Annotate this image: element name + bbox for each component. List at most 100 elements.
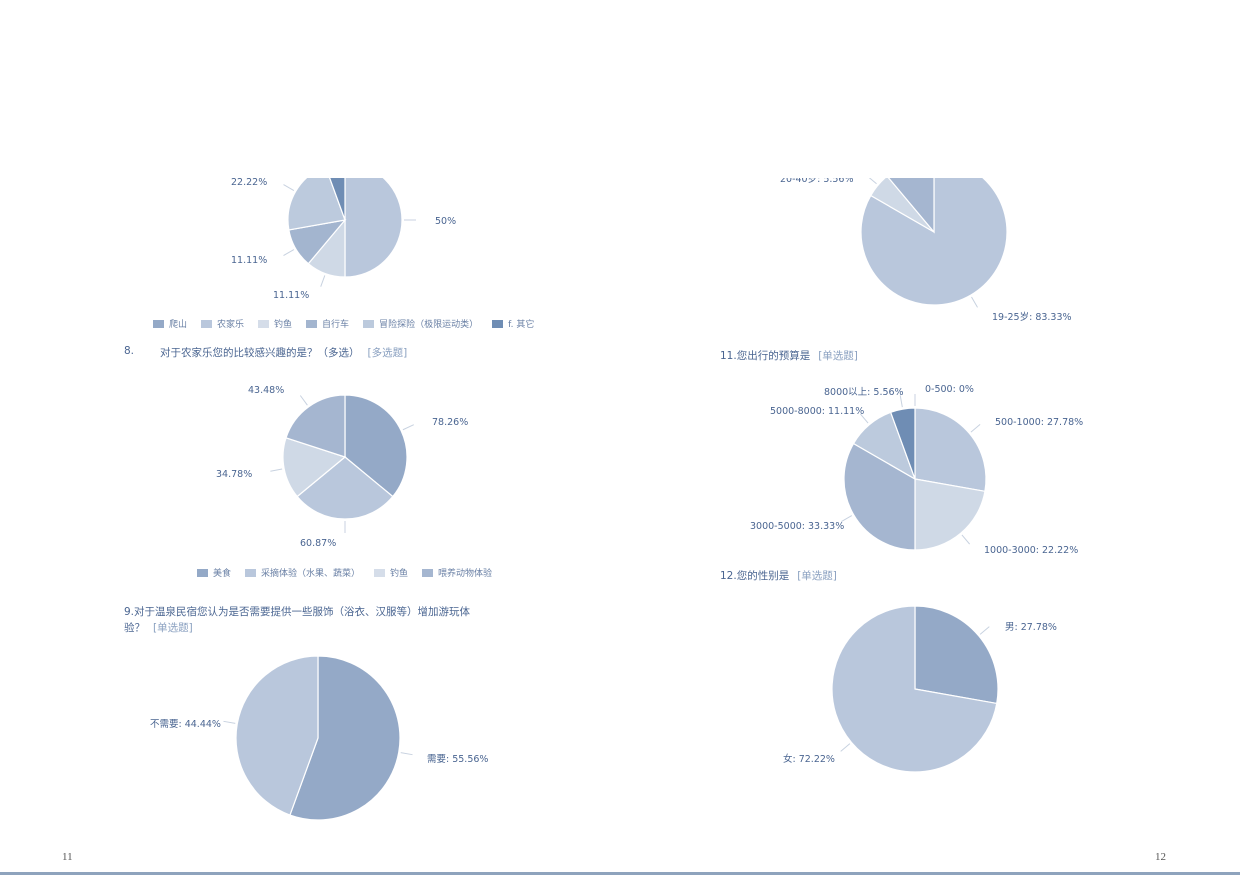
legend-item: 自行车 (306, 317, 349, 330)
legend-item: 美食 (197, 566, 231, 579)
leader-line (970, 423, 981, 433)
pie-slice (285, 394, 346, 458)
pie-slice (289, 655, 401, 821)
question-type-tag: [单选题] (818, 350, 858, 362)
legend-swatch (492, 319, 504, 328)
leader-line (961, 534, 971, 545)
question-type-tag: [单选题] (153, 622, 193, 634)
pie-slice (914, 605, 999, 705)
legend-swatch (197, 568, 208, 577)
slice-label: 34.78% (216, 469, 253, 480)
leader-line (400, 752, 413, 756)
leader-line (841, 515, 853, 522)
leader-line (402, 424, 414, 431)
slice-label: 60.87% (300, 538, 337, 549)
leader-line (299, 395, 308, 406)
pie-slice (869, 178, 935, 233)
leader-line (320, 275, 326, 287)
question-type-tag: [单选题] (797, 570, 837, 582)
slice-label: 78.26% (432, 417, 469, 428)
legend-swatch (153, 319, 164, 328)
leader-line (270, 468, 283, 472)
pie-slice (296, 456, 394, 520)
question-11-title: 11.您出行的预算是 [单选题] (720, 348, 858, 363)
legend-label: 美食 (213, 569, 232, 579)
legend-swatch (422, 568, 434, 577)
pie-slice (287, 178, 346, 231)
legend-swatch (306, 319, 318, 328)
question-9-title: 9.对于温泉民宿您认为是否需要提供一些服饰（浴衣、汉服等）增加游玩体 (124, 606, 471, 618)
legend-label: 爬山 (169, 320, 188, 330)
pie-slice (329, 178, 346, 221)
legend-label: 钓鱼 (390, 569, 409, 579)
legend: 美食 采摘体验（水果、蔬菜） 钓鱼 喂养动物体验 (197, 566, 492, 579)
legend-item: 农家乐 (201, 317, 244, 330)
slice-label: 女: 72.22% (783, 754, 835, 765)
pie-slice (889, 407, 916, 480)
slice-label: 3000-5000: 33.33% (750, 521, 845, 532)
leader-line (899, 395, 903, 408)
pie-b (270, 394, 414, 533)
slice-label: 11.11% (273, 290, 310, 301)
legend-item: 冒险探险（极限运动类） (363, 317, 478, 330)
legend-item: 钓鱼 (258, 317, 292, 330)
legend-label: 采摘体验（水果、蔬菜） (261, 569, 361, 579)
legend-item: f. 其它 (492, 317, 534, 330)
bottom-border (0, 872, 1240, 875)
leader-line (979, 626, 990, 635)
question-text: 对于农家乐您的比较感兴趣的是？（多选） (160, 347, 360, 359)
pie-slice (887, 178, 935, 234)
pie-e (841, 394, 987, 551)
slice-label: 男: 27.78% (1005, 622, 1057, 633)
pie-slice (914, 407, 987, 493)
legend-swatch (201, 319, 213, 328)
slice-label: 1000-3000: 22.22% (984, 545, 1079, 556)
slice-label: 0-500: 0% (925, 384, 974, 395)
legend-swatch (258, 319, 270, 328)
leader-line (859, 413, 869, 424)
legend-label: 农家乐 (217, 320, 245, 330)
legend-item: 钓鱼 (374, 566, 408, 579)
pie-slice (831, 605, 998, 773)
legend-item: 采摘体验（水果、蔬菜） (245, 566, 360, 579)
leader-line (840, 743, 851, 752)
question-8-title: 对于农家乐您的比较感兴趣的是？（多选） [多选题] (160, 345, 407, 360)
question-9-title-cont: 验？ [单选题] (124, 620, 193, 635)
leader-line (868, 178, 877, 185)
legend-item: 爬山 (153, 317, 187, 330)
legend-label: 自行车 (322, 320, 350, 330)
slice-label: 43.48% (248, 385, 285, 396)
pie-d (860, 178, 1008, 308)
legend-label: 钓鱼 (274, 320, 293, 330)
slice-label: 500-1000: 27.78% (995, 417, 1084, 428)
slice-label: 19-25岁: 83.33% (992, 312, 1072, 323)
pie-a (283, 178, 416, 287)
legend-swatch (245, 568, 257, 577)
question-text: 验？ (124, 622, 145, 634)
pie-slice (344, 178, 403, 278)
leader-line (971, 296, 978, 308)
question-12-title: 12.您的性别是 [单选题] (720, 568, 837, 583)
slice-label: 8000以上: 5.56% (824, 387, 904, 398)
page-number-right: 12 (1155, 851, 1166, 863)
leader-line (283, 184, 295, 191)
legend: 爬山 农家乐 钓鱼 自行车 冒险探险（极限运动类） f. 其它 (153, 317, 534, 330)
legend-swatch (374, 568, 386, 577)
pie-slice (235, 655, 319, 816)
slice-label: 22.22% (231, 177, 268, 188)
slice-label: 20-40岁: 5.56% (780, 174, 854, 185)
pie-slice (344, 394, 408, 498)
question-text: 11.您出行的预算是 (720, 350, 811, 362)
pie-slice (843, 442, 916, 551)
legend-item: 喂养动物体验 (422, 566, 492, 579)
slice-label: 需要: 55.56% (427, 754, 489, 765)
leader-line (223, 720, 236, 724)
pie-f (831, 605, 999, 773)
question-type-tag: [多选题] (367, 347, 408, 359)
page-number-left: 11 (62, 851, 73, 863)
pie-slice (860, 178, 1008, 306)
slice-label: 5000-8000: 11.11% (770, 406, 865, 417)
leader-line (283, 249, 295, 256)
